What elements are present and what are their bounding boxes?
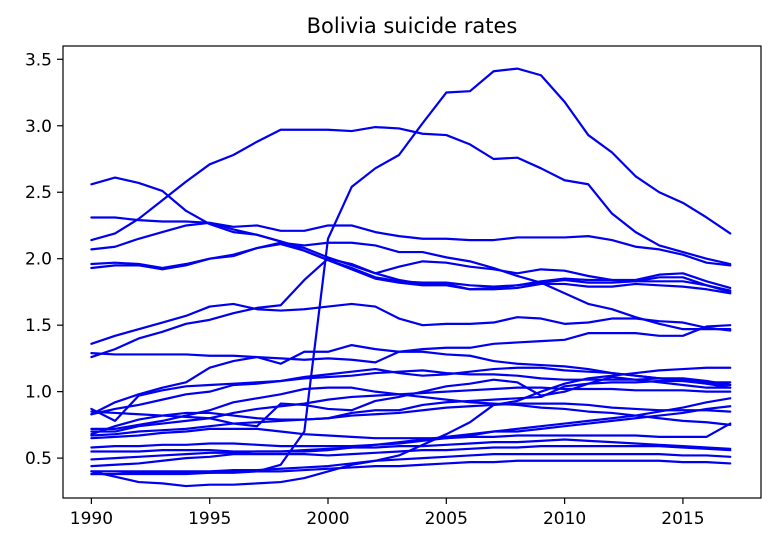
series-line-4 (90, 176, 732, 290)
y-tick-label: 1.0 (25, 383, 52, 403)
series-line-25 (90, 453, 732, 473)
series-line-2 (90, 125, 732, 266)
chart-title: Bolivia suicide rates (307, 14, 518, 38)
y-tick-label: 2.5 (25, 183, 52, 203)
series-line-23 (90, 438, 732, 461)
x-tick-label: 2005 (425, 509, 468, 529)
series-line-8 (90, 242, 732, 294)
series-line-21 (90, 405, 732, 449)
series-line-26 (90, 459, 732, 476)
series-line-24 (90, 445, 732, 468)
series-line-19 (90, 402, 732, 437)
series-lines (90, 67, 732, 488)
y-tick-label: 1.5 (25, 316, 52, 336)
series-line-6 (90, 221, 732, 292)
series-line-9 (90, 302, 732, 345)
y-tick-label: 3.0 (25, 117, 52, 137)
y-tick-label: 0.5 (25, 449, 52, 469)
x-tick-label: 2000 (306, 509, 349, 529)
x-tick-label: 1990 (70, 509, 113, 529)
series-line-14 (90, 366, 732, 416)
x-tick-label: 1995 (188, 509, 231, 529)
series-line-18 (90, 379, 732, 436)
series-line-22 (90, 397, 732, 453)
series-line-20 (90, 422, 732, 440)
x-tick-label: 2010 (543, 509, 586, 529)
series-line-12 (90, 369, 732, 422)
y-tick-label: 3.5 (25, 50, 52, 70)
series-line-11 (90, 324, 732, 364)
y-axis: 0.5 1.0 1.5 2.0 2.5 3.0 3.5 (25, 50, 63, 469)
series-line-17 (90, 375, 732, 433)
x-axis: 1990 1995 2000 2005 2010 2015 (70, 498, 705, 529)
plot-frame (62, 45, 762, 499)
y-tick-label: 2.0 (25, 250, 52, 270)
series-line-10 (90, 257, 732, 359)
series-line-5 (90, 216, 732, 267)
x-tick-label: 2015 (661, 509, 704, 529)
